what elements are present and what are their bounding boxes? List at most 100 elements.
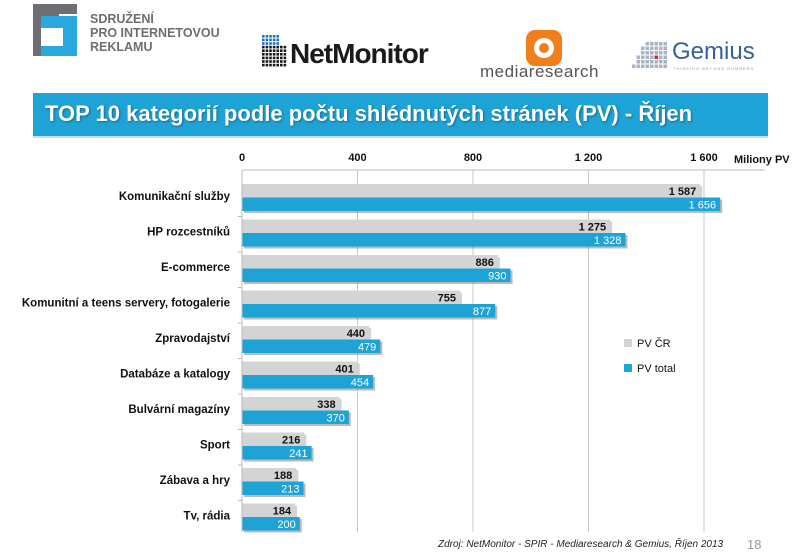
logo-dot xyxy=(276,49,279,52)
bar-pv-total xyxy=(242,304,496,318)
logo-dot xyxy=(269,35,272,38)
logo-dot xyxy=(276,56,279,60)
logo-dot xyxy=(276,35,279,38)
logo-dot xyxy=(632,64,636,68)
bar-pv-cr xyxy=(242,219,611,233)
logo-dot xyxy=(645,55,649,59)
bar-pv-total xyxy=(242,233,626,247)
logo-dot xyxy=(659,46,663,50)
category-label: Komunitní a teens servery, fotogalerie xyxy=(22,298,230,310)
x-tick-label: 1 600 xyxy=(690,152,718,164)
spir-logo-text: SDRUŽENÍ PRO INTERNETOVOU REKLAMU xyxy=(90,12,220,54)
spir-line: PRO INTERNETOVOU xyxy=(90,26,220,40)
category-label: Databáze a katalogy xyxy=(120,369,231,381)
chart-title: TOP 10 kategorií podle počtu shlédnutých… xyxy=(45,101,693,126)
logo-dot xyxy=(654,55,658,59)
legend-swatch xyxy=(624,364,632,372)
logo-dot xyxy=(663,42,667,46)
data-label-pv-cr: 1 275 xyxy=(579,222,607,234)
bar-pv-total xyxy=(242,375,374,389)
logo-dot xyxy=(265,42,269,45)
bar-chart: 0 400 800 1 200 1 600 Miliony PV Komunikační s… xyxy=(22,152,790,533)
data-label-pv-cr: 401 xyxy=(335,364,353,376)
logo-dot xyxy=(262,35,265,38)
bar-pv-total xyxy=(242,481,304,495)
bar-pv-cr xyxy=(242,432,305,446)
logo-dot xyxy=(659,64,663,68)
x-axis-label: Miliony PV xyxy=(734,154,790,166)
logo-dot xyxy=(641,55,645,59)
mediaresearch-eye-icon xyxy=(526,30,562,66)
logo-dot xyxy=(272,45,276,49)
data-label-pv-total: 930 xyxy=(488,271,506,283)
bar-pv-cr xyxy=(242,361,358,375)
data-label-pv-total: 241 xyxy=(289,448,307,460)
data-label-pv-cr: 188 xyxy=(274,470,292,482)
logo-dot xyxy=(269,53,272,56)
logo-dot xyxy=(265,38,269,42)
logo-dot xyxy=(283,45,287,49)
logo-dot xyxy=(663,55,667,59)
bar-pv-total xyxy=(242,339,381,353)
category-label: Bulvární magazíny xyxy=(128,404,230,416)
logo-dot xyxy=(269,63,272,67)
data-label-pv-cr: 184 xyxy=(273,506,292,518)
x-tick-label: 800 xyxy=(464,152,482,164)
logo-dot xyxy=(265,63,269,67)
logo-dot xyxy=(276,45,279,49)
spir-line: SDRUŽENÍ xyxy=(90,12,154,26)
category-label: E-commerce xyxy=(161,262,230,274)
logo-dot xyxy=(265,45,269,49)
bar-pv-cr xyxy=(242,184,701,198)
data-label-pv-total: 1 656 xyxy=(689,200,717,212)
logo-dot xyxy=(663,51,667,55)
netmonitor-logo-mark xyxy=(262,35,287,67)
logo-dot xyxy=(654,64,658,68)
gemius-logo: Gemius xyxy=(672,38,755,65)
gemius-logo-mark xyxy=(632,42,667,68)
logo-dot xyxy=(280,63,283,67)
data-label-pv-total: 370 xyxy=(326,413,344,425)
gemius-tagline: THINKING BEYOND NUMBERS xyxy=(673,66,755,71)
data-label-pv-total: 213 xyxy=(281,484,299,496)
logo-dot xyxy=(283,60,287,63)
logo-dot xyxy=(276,38,279,42)
data-label-pv-total: 877 xyxy=(473,306,491,318)
logo-dot xyxy=(654,60,658,64)
logo-dot xyxy=(272,63,276,67)
logo-dot xyxy=(262,63,265,67)
logo-dot xyxy=(269,49,272,52)
logo-dot xyxy=(276,63,279,67)
logo-dot xyxy=(650,60,654,64)
bar-pv-cr xyxy=(242,503,296,517)
logo-dot xyxy=(262,53,265,56)
x-tick-label: 0 xyxy=(239,152,245,164)
bar-pv-cr xyxy=(242,255,498,269)
logo-dot xyxy=(654,51,658,55)
logo-dot xyxy=(645,60,649,64)
category-label: Zpravodajství xyxy=(155,333,231,345)
spir-logo-mark xyxy=(33,4,77,56)
page-number: 18 xyxy=(747,537,762,552)
data-label-pv-total: 454 xyxy=(351,377,369,389)
logo-dot xyxy=(262,60,265,63)
logo-dot xyxy=(262,49,265,52)
logo-dot xyxy=(272,42,276,45)
logo-dot xyxy=(645,64,649,68)
data-label-pv-cr: 440 xyxy=(347,328,365,340)
logo-dot xyxy=(636,60,640,64)
logo-dot xyxy=(641,51,645,55)
data-label-pv-total: 200 xyxy=(277,519,295,531)
logo-dot xyxy=(269,42,272,45)
data-label-pv-cr: 216 xyxy=(282,435,300,447)
logo-dot xyxy=(283,63,287,67)
category-label: Sport xyxy=(200,440,230,452)
data-label-pv-cr: 755 xyxy=(438,293,456,305)
logo-dot xyxy=(659,51,663,55)
bar-pv-cr xyxy=(242,397,340,411)
logo-dot xyxy=(269,60,272,63)
data-label-pv-total: 1 328 xyxy=(594,235,622,247)
source-note: Zdroj: NetMonitor - SPIR - Mediaresearch… xyxy=(438,539,724,550)
logo-dot xyxy=(636,55,640,59)
bar-pv-cr xyxy=(242,290,461,304)
